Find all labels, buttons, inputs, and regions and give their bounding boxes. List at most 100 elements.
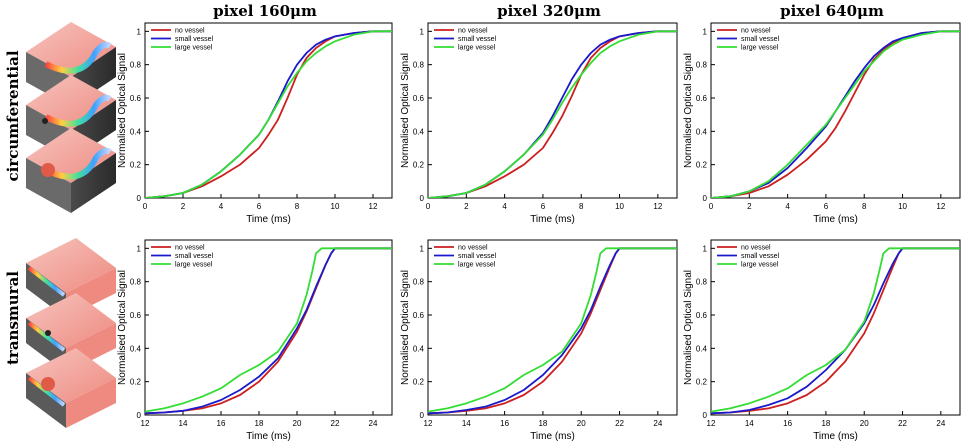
x-tick-label: 20 — [577, 419, 586, 428]
y-tick-label: 1 — [420, 27, 425, 36]
y-axis-label: Normalised Optical Signal — [117, 270, 128, 385]
y-tick-label: 1 — [137, 27, 142, 36]
x-axis-label: Time (ms) — [246, 214, 291, 225]
legend-label: no vessel — [741, 245, 771, 252]
y-tick-label: 0.2 — [130, 161, 142, 170]
chart-panel-4: 12 14 16 18 20 22 24 0 0.2 0.4 0.6 0.8 1 Time (ms) Nor… — [117, 239, 393, 442]
tissue-illustration-transmural — [26, 238, 116, 428]
x-tick-label: 12 — [141, 419, 150, 428]
legend-label: no vessel — [741, 28, 771, 35]
x-tick-label: 0 — [426, 202, 431, 211]
legend-label: large vessel — [175, 45, 213, 52]
x-tick-label: 12 — [707, 419, 716, 428]
y-tick-label: 0.8 — [413, 61, 425, 70]
series-line-small-vessel — [711, 247, 960, 415]
legend-label: small vessel — [741, 253, 780, 260]
y-tick-label: 1 — [703, 27, 708, 36]
tissue-illustration-circumferential — [26, 22, 116, 213]
legend-label: large vessel — [741, 45, 779, 52]
x-tick-label: 14 — [745, 419, 754, 428]
x-tick-label: 8 — [295, 202, 300, 211]
series-line-no-vessel — [145, 247, 392, 415]
legend-label: no vessel — [458, 245, 488, 252]
legend-label: no vessel — [458, 28, 488, 35]
legend-label: no vessel — [175, 245, 205, 252]
x-axis-label: Time (ms) — [813, 214, 858, 225]
row-label-transmural: transmural — [4, 271, 22, 365]
x-tick-label: 22 — [898, 419, 907, 428]
y-tick-label: 0 — [137, 411, 142, 420]
legend-label: small vessel — [175, 253, 214, 260]
tissue-block-large-vessel — [26, 348, 116, 428]
x-tick-label: 10 — [898, 202, 907, 211]
x-tick-label: 12 — [424, 419, 433, 428]
y-tick-label: 0.8 — [130, 278, 142, 287]
x-tick-label: 0 — [143, 202, 148, 211]
y-tick-label: 1 — [137, 244, 142, 253]
x-tick-label: 20 — [860, 419, 869, 428]
series-line-small-vessel — [711, 30, 960, 198]
y-axis-label: Normalised Optical Signal — [683, 270, 694, 385]
series-line-large-vessel — [428, 247, 677, 413]
y-tick-label: 0.2 — [413, 378, 425, 387]
x-tick-label: 16 — [217, 419, 226, 428]
plot-frame — [710, 22, 961, 199]
x-tick-label: 8 — [862, 202, 867, 211]
y-tick-label: 0.6 — [130, 311, 142, 320]
y-tick-label: 0.6 — [696, 94, 708, 103]
plot-frame — [710, 239, 961, 416]
y-axis-label: Normalised Optical Signal — [683, 53, 694, 168]
x-tick-label: 22 — [615, 419, 624, 428]
series-line-large-vessel — [711, 30, 960, 198]
y-tick-label: 0 — [420, 411, 425, 420]
x-tick-label: 2 — [747, 202, 752, 211]
x-tick-label: 10 — [615, 202, 624, 211]
x-axis-label: Time (ms) — [246, 431, 291, 442]
legend-label: small vessel — [741, 36, 780, 43]
column-title-2: pixel 320μm — [497, 2, 601, 20]
series-line-large-vessel — [145, 30, 392, 198]
legend-label: no vessel — [175, 28, 205, 35]
y-tick-label: 0 — [137, 194, 142, 203]
x-tick-label: 18 — [821, 419, 830, 428]
x-tick-label: 22 — [331, 419, 340, 428]
y-tick-label: 0 — [703, 411, 708, 420]
x-tick-label: 4 — [219, 202, 224, 211]
series-line-no-vessel — [428, 247, 677, 415]
plot-frame — [144, 22, 393, 199]
y-tick-label: 0.2 — [696, 161, 708, 170]
x-axis-label: Time (ms) — [530, 214, 575, 225]
legend-label: large vessel — [175, 262, 213, 269]
x-tick-label: 6 — [257, 202, 262, 211]
row-label-circumferential: circumferential — [4, 50, 22, 181]
x-tick-label: 4 — [502, 202, 507, 211]
x-tick-label: 24 — [653, 419, 662, 428]
x-tick-label: 8 — [579, 202, 584, 211]
x-tick-label: 18 — [255, 419, 264, 428]
plot-frame — [144, 239, 393, 416]
series-line-no-vessel — [711, 247, 960, 415]
legend-label: large vessel — [458, 45, 496, 52]
series-line-large-vessel — [428, 30, 677, 198]
x-axis-label: Time (ms) — [530, 431, 575, 442]
series-line-no-vessel — [145, 30, 392, 198]
legend-label: large vessel — [741, 262, 779, 269]
chart-panel-1: 0 2 4 6 8 10 12 0 0.2 0.4 0.6 0.8 1 Time (ms) Normalis… — [117, 22, 393, 225]
x-tick-label: 20 — [293, 419, 302, 428]
y-tick-label: 0.4 — [130, 344, 142, 353]
chart-panel-2: 0 2 4 6 8 10 12 0 0.2 0.4 0.6 0.8 1 Time (ms) Normalis… — [400, 22, 678, 225]
chart-panel-6: 12 14 16 18 20 22 24 0 0.2 0.4 0.6 0.8 1 Time (ms) Nor… — [683, 239, 961, 442]
tissue-block-large-vessel — [26, 128, 116, 213]
x-tick-label: 2 — [181, 202, 186, 211]
y-axis-label: Normalised Optical Signal — [400, 270, 411, 385]
series-line-small-vessel — [145, 247, 392, 415]
x-tick-label: 14 — [179, 419, 188, 428]
x-tick-label: 6 — [541, 202, 546, 211]
y-tick-label: 0.6 — [413, 311, 425, 320]
chart-panel-3: 0 2 4 6 8 10 12 0 0.2 0.4 0.6 0.8 1 Time (ms) Normalis… — [683, 22, 961, 225]
x-tick-label: 12 — [369, 202, 378, 211]
x-tick-label: 2 — [464, 202, 469, 211]
y-tick-label: 0.4 — [696, 344, 708, 353]
